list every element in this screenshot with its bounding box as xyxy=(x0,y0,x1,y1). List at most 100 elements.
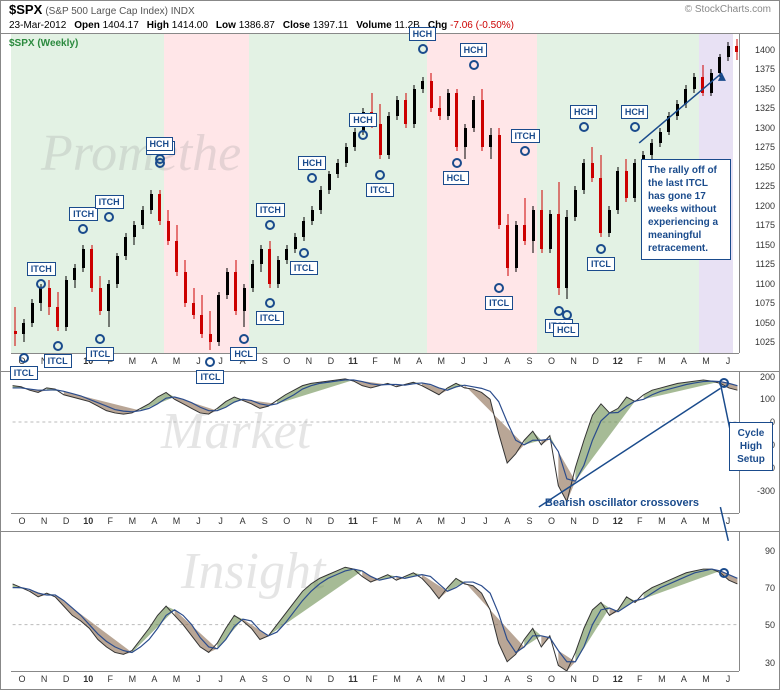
xtick: M xyxy=(386,354,408,371)
xtick: J xyxy=(474,672,496,689)
date: 23-Mar-2012 xyxy=(9,19,66,33)
xtick: 12 xyxy=(607,672,629,689)
ytick: 200 xyxy=(760,372,775,382)
xtick: M xyxy=(121,514,143,531)
xtick: M xyxy=(121,672,143,689)
osc2-yaxis: 30507090 xyxy=(739,532,779,671)
xtick: A xyxy=(408,672,430,689)
xtick: M xyxy=(430,354,452,371)
xtick: O xyxy=(541,672,563,689)
xtick: J xyxy=(452,354,474,371)
xtick: A xyxy=(496,672,518,689)
xtick: J xyxy=(717,514,739,531)
xtick: M xyxy=(695,672,717,689)
xtick: 10 xyxy=(77,672,99,689)
xtick: M xyxy=(651,354,673,371)
ytick: 1175 xyxy=(756,220,775,230)
xtick: D xyxy=(320,514,342,531)
ytick: -300 xyxy=(757,486,775,496)
xtick: J xyxy=(210,672,232,689)
xtick: N xyxy=(298,672,320,689)
annotation-arrow-svg xyxy=(11,34,739,353)
xtick: M xyxy=(651,672,673,689)
xtick: F xyxy=(364,354,386,371)
marker-circle-icon xyxy=(205,357,215,367)
xtick: F xyxy=(364,514,386,531)
xtick: O xyxy=(276,514,298,531)
xtick: 12 xyxy=(607,354,629,371)
xtick: O xyxy=(541,514,563,531)
ytick: 1125 xyxy=(756,259,775,269)
xtick: S xyxy=(254,354,276,371)
ytick: 1150 xyxy=(756,240,775,250)
osc1-xaxis: OND10FMAMJJASOND11FMAMJJASOND12FMAMJ xyxy=(11,513,739,531)
chart-container: $SPX (S&P 500 Large Cap Index) INDX © St… xyxy=(0,0,780,690)
osc2-xaxis: OND10FMAMJJASOND11FMAMJJASOND12FMAMJ xyxy=(11,671,739,689)
xtick: M xyxy=(165,514,187,531)
ticker-desc: (S&P 500 Large Cap Index) INDX xyxy=(45,6,194,17)
ytick: 1075 xyxy=(755,298,775,308)
xtick: A xyxy=(408,514,430,531)
credit: © StockCharts.com xyxy=(685,3,771,19)
xtick: A xyxy=(232,514,254,531)
xtick: F xyxy=(629,672,651,689)
ytick: 1200 xyxy=(755,201,775,211)
ytick: 1400 xyxy=(755,45,775,55)
ytick: 1250 xyxy=(755,162,775,172)
xtick: M xyxy=(386,514,408,531)
xtick: N xyxy=(33,672,55,689)
xtick: M xyxy=(386,672,408,689)
xtick: A xyxy=(143,514,165,531)
xtick: A xyxy=(143,672,165,689)
xtick: 11 xyxy=(342,514,364,531)
ytick: 1050 xyxy=(755,318,775,328)
ytick: 1100 xyxy=(756,279,775,289)
xtick: A xyxy=(673,514,695,531)
xtick: N xyxy=(563,672,585,689)
xtick: S xyxy=(518,514,540,531)
ytick: 1375 xyxy=(755,64,775,74)
xtick: M xyxy=(165,354,187,371)
xtick: A xyxy=(496,514,518,531)
ytick: 100 xyxy=(760,394,775,404)
xtick: J xyxy=(474,514,496,531)
price-yaxis: 1025 1050 1075 1100 1125 1150 1175 1200 1225 1250… xyxy=(739,34,779,353)
ytick: 1225 xyxy=(755,181,775,191)
xtick: D xyxy=(585,354,607,371)
xtick: S xyxy=(518,354,540,371)
ytick: 1325 xyxy=(755,103,775,113)
xtick: 11 xyxy=(342,354,364,371)
ytick: 1350 xyxy=(755,84,775,94)
xtick: J xyxy=(452,672,474,689)
xtick: M xyxy=(430,514,452,531)
price-panel: $SPX (Weekly) Promethe ITCHITCLITCHITCLI… xyxy=(1,33,779,371)
xtick: O xyxy=(11,514,33,531)
xtick: A xyxy=(673,354,695,371)
xtick: O xyxy=(276,354,298,371)
xtick: J xyxy=(188,514,210,531)
ytick: 90 xyxy=(765,546,775,556)
xtick: A xyxy=(408,354,430,371)
crossover-marker-icon xyxy=(719,568,729,578)
ytick: 1025 xyxy=(755,337,775,347)
xtick: M xyxy=(651,514,673,531)
xtick: M xyxy=(121,354,143,371)
cycle-high-setup-label: CycleHighSetup xyxy=(729,422,773,471)
osc1-plot: Market CycleHighSetupBearish oscillator … xyxy=(11,372,739,513)
xtick: N xyxy=(298,354,320,371)
xtick: A xyxy=(496,354,518,371)
ytick: 30 xyxy=(765,658,775,668)
ytick: 1300 xyxy=(755,123,775,133)
xtick: F xyxy=(99,514,121,531)
xtick: D xyxy=(320,672,342,689)
xtick: J xyxy=(210,514,232,531)
xtick: J xyxy=(717,354,739,371)
xtick: D xyxy=(55,514,77,531)
xtick: O xyxy=(11,672,33,689)
xtick: 12 xyxy=(607,514,629,531)
xtick: F xyxy=(364,672,386,689)
osc1-annotation-lines xyxy=(11,372,739,513)
oscillator-panel-1: Market CycleHighSetupBearish oscillator … xyxy=(1,371,779,531)
xtick: S xyxy=(518,672,540,689)
xtick: J xyxy=(717,672,739,689)
